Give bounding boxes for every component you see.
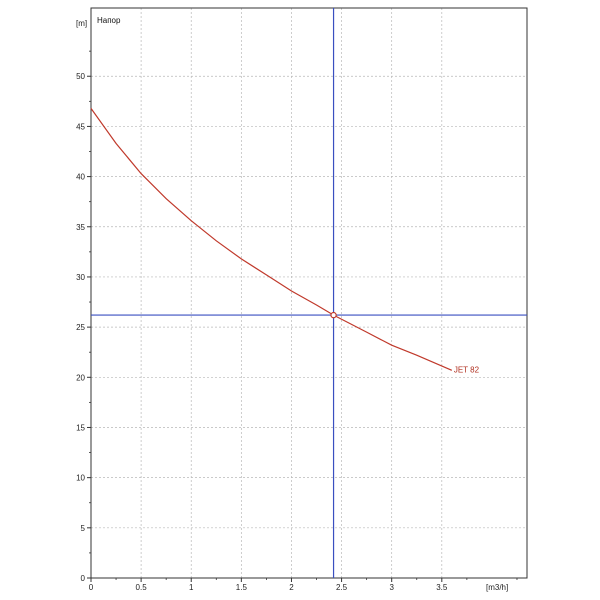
- x-tick-label: 0.5: [136, 583, 148, 592]
- y-tick-label: 5: [81, 524, 86, 533]
- x-tick-label: 3: [389, 583, 394, 592]
- y-tick-label: 15: [76, 423, 85, 432]
- y-tick-label: 40: [76, 173, 85, 182]
- x-tick-label: 2: [289, 583, 294, 592]
- x-tick-label: 0: [89, 583, 94, 592]
- series-layer: JET 82: [90, 108, 480, 374]
- y-tick-label: 45: [76, 122, 85, 131]
- y-tick-label: 30: [76, 273, 85, 282]
- y-tick-label: 50: [76, 72, 85, 81]
- operating-point-marker: [330, 311, 337, 319]
- x-tick-label: 3.5: [436, 583, 448, 592]
- series-label: JET 82: [454, 365, 480, 374]
- y-tick-label: 0: [81, 574, 86, 583]
- x-tick-label: 1.5: [236, 583, 248, 592]
- chart-title: Напор: [97, 16, 121, 25]
- y-tick-label: 25: [76, 323, 85, 332]
- x-tick-label: 1: [189, 583, 194, 592]
- x-tick-label: 2.5: [336, 583, 348, 592]
- ticks-layer: 0 0.5 1 1.5 2 2.5 3 3.5 0 5 10 15 20 25 30 35 40 45 50: [76, 50, 518, 592]
- plot-frame: [90, 7, 528, 579]
- y-tick-label: 10: [76, 474, 85, 483]
- series-line-jet-82: [90, 108, 453, 371]
- x-axis-unit: [m3/h]: [486, 583, 508, 592]
- crosshair-layer: [91, 8, 527, 578]
- y-axis-unit: [m]: [76, 19, 87, 28]
- y-tick-label: 35: [76, 223, 85, 232]
- grid-layer: [91, 8, 527, 578]
- y-tick-label: 20: [76, 373, 85, 382]
